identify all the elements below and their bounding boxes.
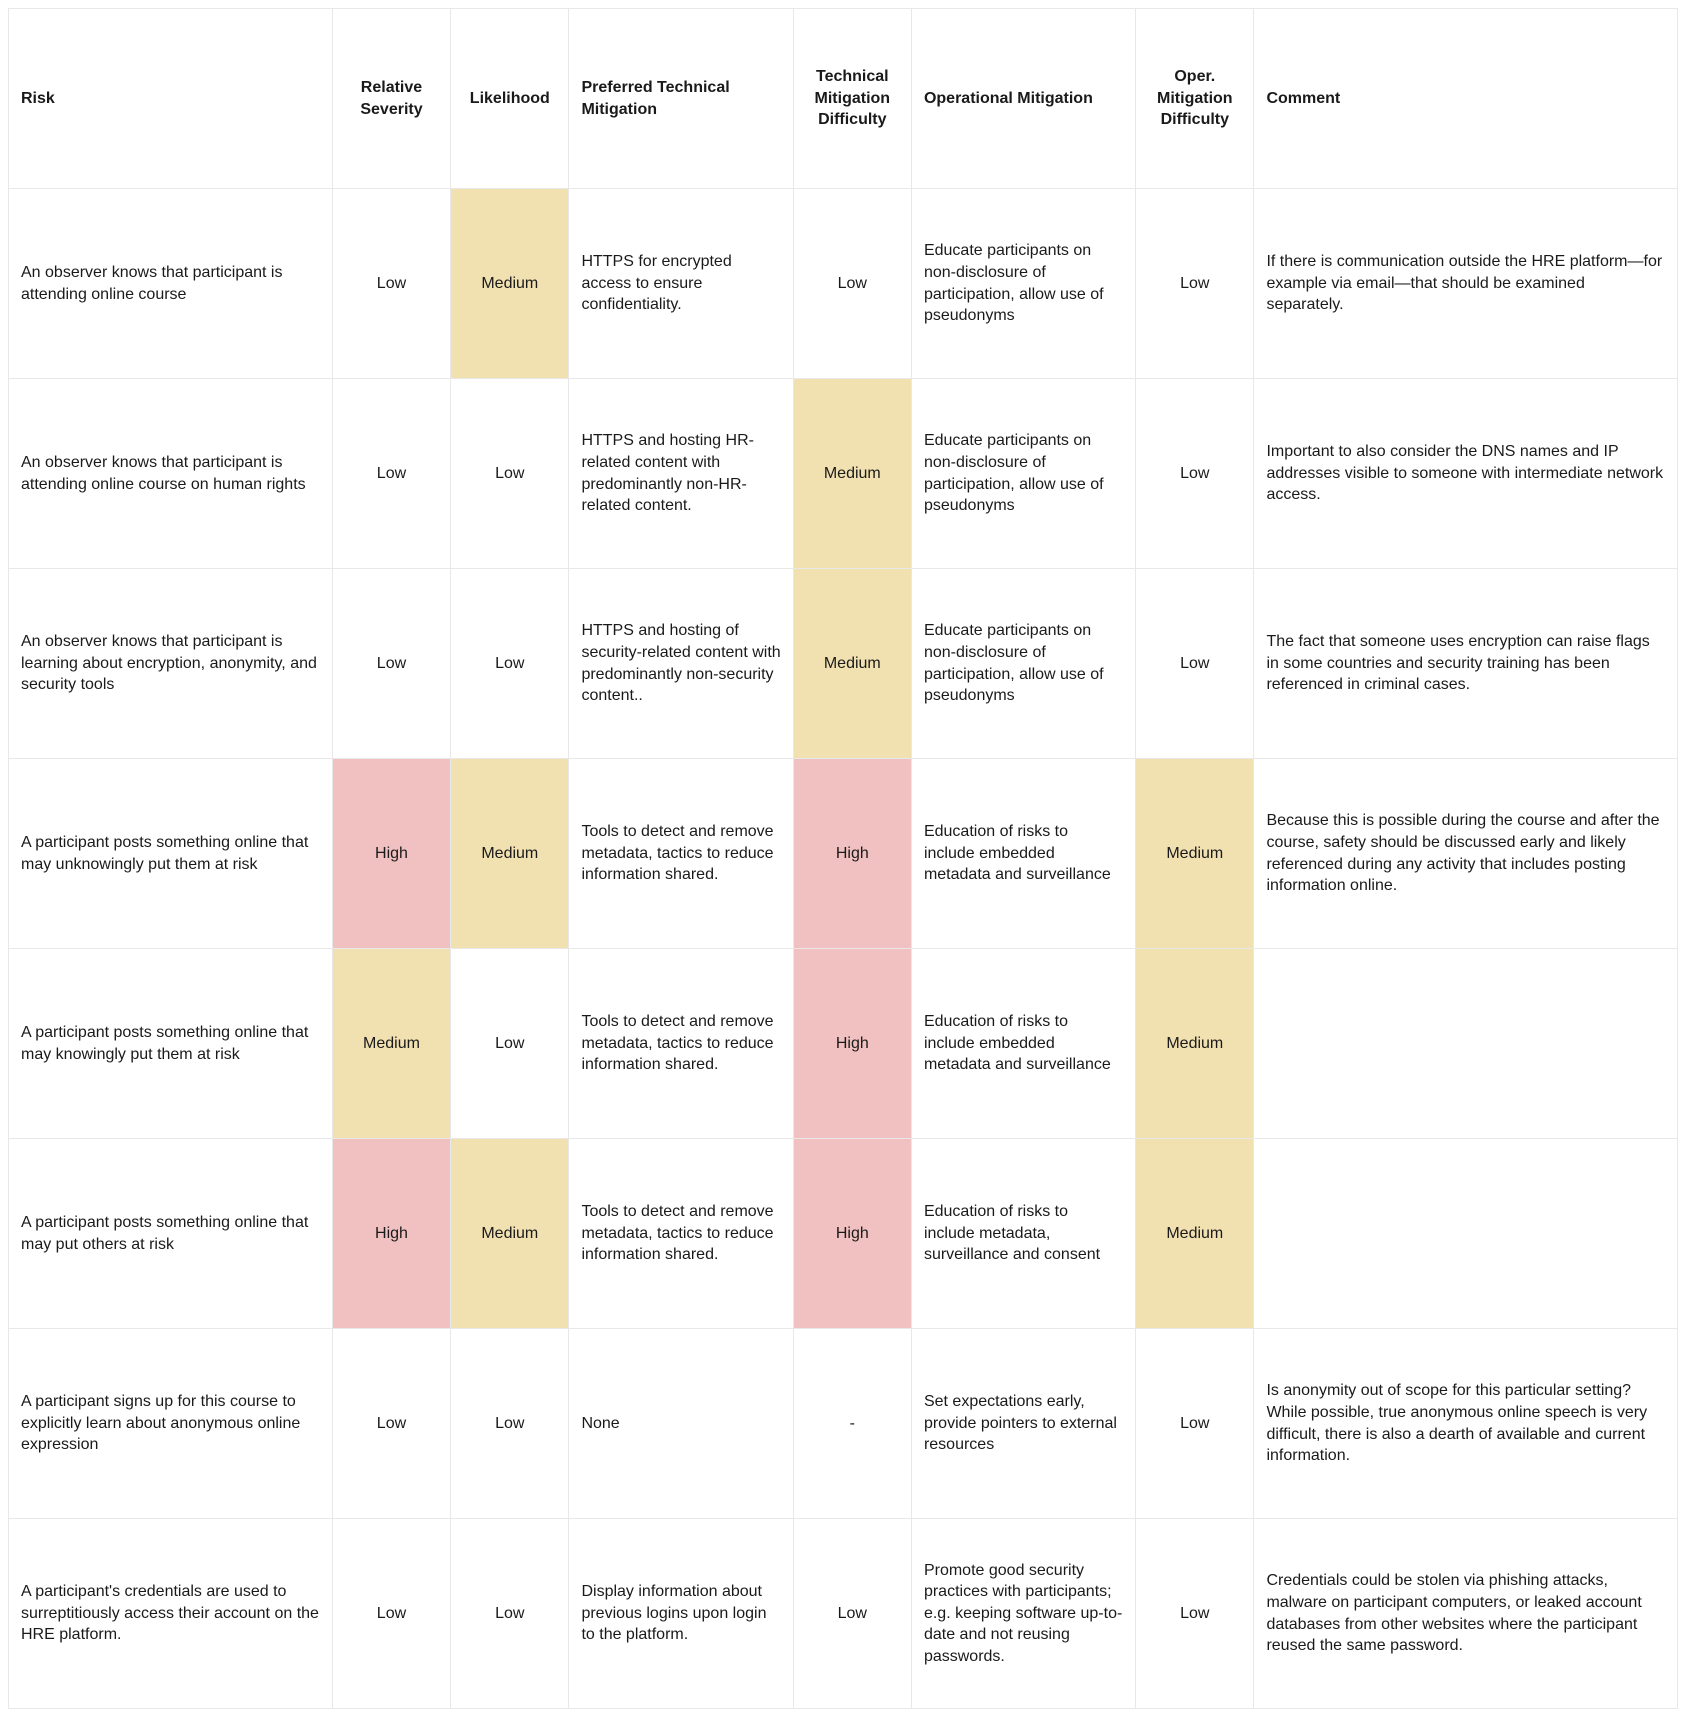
- cell-risk: A participant posts something online tha…: [9, 949, 333, 1139]
- risk-assessment-table: RiskRelative SeverityLikelihoodPreferred…: [8, 8, 1678, 1709]
- cell-severity: Low: [332, 1329, 450, 1519]
- table-row: A participant's credentials are used to …: [9, 1519, 1678, 1709]
- cell-risk: An observer knows that participant is at…: [9, 189, 333, 379]
- col-header-comment: Comment: [1254, 9, 1678, 189]
- cell-opDiff: Low: [1136, 569, 1254, 759]
- cell-techDiff: High: [793, 949, 911, 1139]
- cell-likelihood: Medium: [451, 189, 569, 379]
- cell-techDiff: Low: [793, 1519, 911, 1709]
- cell-risk: A participant posts something online tha…: [9, 1139, 333, 1329]
- cell-opMit: Education of risks to include embedded m…: [911, 759, 1135, 949]
- cell-opMit: Education of risks to include embedded m…: [911, 949, 1135, 1139]
- cell-risk: A participant signs up for this course t…: [9, 1329, 333, 1519]
- cell-opMit: Education of risks to include metadata, …: [911, 1139, 1135, 1329]
- cell-techMit: HTTPS and hosting of security-related co…: [569, 569, 793, 759]
- cell-techMit: Tools to detect and remove metadata, tac…: [569, 1139, 793, 1329]
- cell-techMit: Tools to detect and remove metadata, tac…: [569, 949, 793, 1139]
- cell-techMit: Display information about previous login…: [569, 1519, 793, 1709]
- col-header-opMit: Operational Mitigation: [911, 9, 1135, 189]
- cell-comment: Because this is possible during the cour…: [1254, 759, 1678, 949]
- cell-opMit: Educate participants on non-disclosure o…: [911, 189, 1135, 379]
- cell-techMit: HTTPS for encrypted access to ensure con…: [569, 189, 793, 379]
- cell-opMit: Educate participants on non-disclosure o…: [911, 569, 1135, 759]
- cell-severity: High: [332, 759, 450, 949]
- col-header-likelihood: Likelihood: [451, 9, 569, 189]
- table-row: A participant signs up for this course t…: [9, 1329, 1678, 1519]
- cell-opDiff: Medium: [1136, 1139, 1254, 1329]
- cell-severity: Low: [332, 379, 450, 569]
- cell-techDiff: Low: [793, 189, 911, 379]
- cell-opMit: Set expectations early, provide pointers…: [911, 1329, 1135, 1519]
- table-row: A participant posts something online tha…: [9, 759, 1678, 949]
- table-row: A participant posts something online tha…: [9, 949, 1678, 1139]
- cell-severity: Low: [332, 569, 450, 759]
- cell-likelihood: Medium: [451, 1139, 569, 1329]
- cell-techMit: HTTPS and hosting HR-related content wit…: [569, 379, 793, 569]
- cell-opDiff: Low: [1136, 379, 1254, 569]
- cell-severity: Low: [332, 189, 450, 379]
- cell-opDiff: Low: [1136, 1519, 1254, 1709]
- cell-techDiff: High: [793, 1139, 911, 1329]
- table-row: An observer knows that participant is at…: [9, 379, 1678, 569]
- table-row: A participant posts something online tha…: [9, 1139, 1678, 1329]
- col-header-techDiff: Technical Mitigation Difficulty: [793, 9, 911, 189]
- cell-severity: Medium: [332, 949, 450, 1139]
- cell-risk: An observer knows that participant is at…: [9, 379, 333, 569]
- table-row: An observer knows that participant is le…: [9, 569, 1678, 759]
- cell-likelihood: Low: [451, 1329, 569, 1519]
- col-header-risk: Risk: [9, 9, 333, 189]
- cell-techDiff: High: [793, 759, 911, 949]
- cell-techDiff: Medium: [793, 379, 911, 569]
- cell-risk: A participant's credentials are used to …: [9, 1519, 333, 1709]
- cell-likelihood: Low: [451, 1519, 569, 1709]
- cell-opDiff: Medium: [1136, 759, 1254, 949]
- cell-opDiff: Low: [1136, 1329, 1254, 1519]
- col-header-techMit: Preferred Technical Mitigation: [569, 9, 793, 189]
- cell-opMit: Promote good security practices with par…: [911, 1519, 1135, 1709]
- header-row: RiskRelative SeverityLikelihoodPreferred…: [9, 9, 1678, 189]
- col-header-severity: Relative Severity: [332, 9, 450, 189]
- cell-techMit: Tools to detect and remove metadata, tac…: [569, 759, 793, 949]
- cell-severity: High: [332, 1139, 450, 1329]
- cell-comment: Important to also consider the DNS names…: [1254, 379, 1678, 569]
- cell-severity: Low: [332, 1519, 450, 1709]
- cell-comment: Credentials could be stolen via phishing…: [1254, 1519, 1678, 1709]
- cell-techMit: None: [569, 1329, 793, 1519]
- cell-likelihood: Low: [451, 569, 569, 759]
- cell-comment: [1254, 1139, 1678, 1329]
- cell-comment: If there is communication outside the HR…: [1254, 189, 1678, 379]
- cell-opMit: Educate participants on non-disclosure o…: [911, 379, 1135, 569]
- table-row: An observer knows that participant is at…: [9, 189, 1678, 379]
- cell-risk: A participant posts something online tha…: [9, 759, 333, 949]
- cell-techDiff: -: [793, 1329, 911, 1519]
- cell-likelihood: Low: [451, 379, 569, 569]
- cell-likelihood: Medium: [451, 759, 569, 949]
- cell-comment: [1254, 949, 1678, 1139]
- col-header-opDiff: Oper. Mitigation Difficulty: [1136, 9, 1254, 189]
- cell-opDiff: Medium: [1136, 949, 1254, 1139]
- cell-opDiff: Low: [1136, 189, 1254, 379]
- cell-techDiff: Medium: [793, 569, 911, 759]
- cell-likelihood: Low: [451, 949, 569, 1139]
- cell-comment: The fact that someone uses encryption ca…: [1254, 569, 1678, 759]
- cell-risk: An observer knows that participant is le…: [9, 569, 333, 759]
- cell-comment: Is anonymity out of scope for this parti…: [1254, 1329, 1678, 1519]
- table-body: An observer knows that participant is at…: [9, 189, 1678, 1709]
